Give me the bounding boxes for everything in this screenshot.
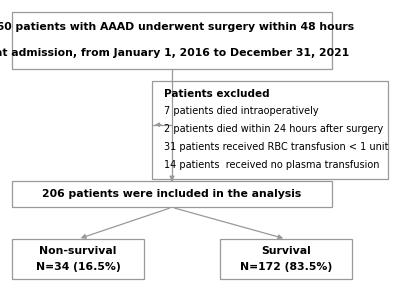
Bar <box>12 239 144 279</box>
Text: Non-survival: Non-survival <box>39 246 117 256</box>
Text: 260 patients with AAAD underwent surgery within 48 hours: 260 patients with AAAD underwent surgery… <box>0 22 354 32</box>
Text: 7 patients died intraoperatively: 7 patients died intraoperatively <box>164 106 319 116</box>
Bar <box>152 81 388 179</box>
Text: at admission, from January 1, 2016 to December 31, 2021: at admission, from January 1, 2016 to De… <box>0 48 349 58</box>
Text: 31 patients received RBC transfusion < 1 unit: 31 patients received RBC transfusion < 1… <box>164 142 388 152</box>
Text: N=172 (83.5%): N=172 (83.5%) <box>240 262 332 272</box>
Bar <box>12 181 332 207</box>
Bar <box>220 239 352 279</box>
Text: 206 patients were included in the analysis: 206 patients were included in the analys… <box>42 190 302 199</box>
Text: 2 patients died within 24 hours after surgery: 2 patients died within 24 hours after su… <box>164 124 383 134</box>
Text: Survival: Survival <box>261 246 311 256</box>
Text: Patients excluded: Patients excluded <box>164 90 270 99</box>
Text: 14 patients  received no plasma transfusion: 14 patients received no plasma transfusi… <box>164 160 380 170</box>
Text: N=34 (16.5%): N=34 (16.5%) <box>36 262 120 272</box>
Bar <box>12 12 332 69</box>
